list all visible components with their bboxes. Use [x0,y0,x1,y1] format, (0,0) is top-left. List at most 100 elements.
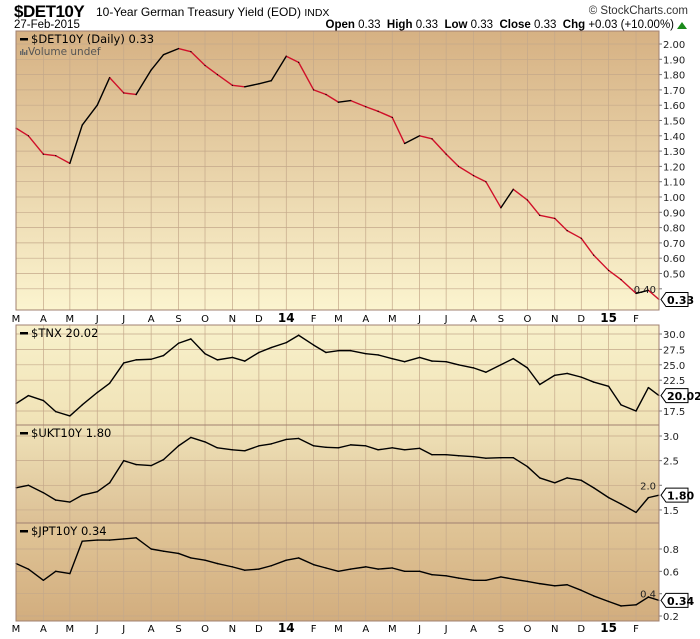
series-segment [620,604,637,607]
data-point [27,135,29,137]
data-point [404,142,406,145]
series-segment [485,576,502,581]
data-point [554,482,556,484]
close-label: Close [499,19,531,31]
ohlc-readout: Open 0.33 High 0.33 Low 0.33 Close 0.33 … [326,19,674,31]
y-tick-label: 0.8 [663,545,679,556]
last-value-label: 0.34 [667,595,694,608]
series-segment [350,99,367,108]
series-segment [647,494,660,499]
volume-bars-icon [20,49,28,55]
series-segment [539,477,556,484]
data-point [485,579,487,581]
y-tick-label: 3.0 [663,432,679,443]
y-tick-label: 0.40 [634,285,656,296]
last-value-badge [660,487,689,503]
data-point [404,570,406,572]
series-segment [500,357,514,366]
y-tick-label: 2.5 [663,457,679,468]
data-point [566,584,568,586]
data-point [580,376,582,378]
legend-swatch-icon [20,332,28,335]
data-point [109,482,111,484]
x-tick-label: M [66,624,75,635]
x-tick-label: D [255,314,263,325]
data-point [377,354,379,356]
series-segment [204,441,219,449]
series-segment [554,584,568,587]
data-point [445,454,447,456]
data-point [150,464,152,467]
series-segment [258,346,272,354]
y-tick-label: 1.5 [663,506,679,517]
last-value-badge [660,388,689,404]
data-point [391,567,393,569]
series-segment [150,548,165,552]
open-label: Open [325,19,355,31]
x-tick-label: M [334,624,343,635]
data-point [337,350,339,352]
series-segment [42,491,57,501]
data-point [325,93,327,96]
y-tick-label: 0.6 [663,567,679,578]
data-point [620,404,622,406]
series-segment [512,188,529,201]
data-point [270,80,272,82]
data-point [42,399,44,402]
data-point [177,47,180,50]
data-point [216,74,218,76]
data-point [350,444,352,446]
series-segment [244,568,260,571]
series-segment [123,459,137,466]
series-segment [297,334,315,346]
brand-link[interactable]: © StockCharts.com [588,5,688,17]
data-point [204,353,206,355]
data-point [337,101,339,103]
y-tick-label: 1.60 [663,101,685,112]
y-tick-label: 1.40 [663,132,685,143]
series-segment [554,217,568,232]
series-segment [512,357,529,369]
series-segment [231,356,246,362]
series-segment [297,557,315,566]
series-segment [150,354,165,360]
series-segment [177,552,192,559]
series-segment [647,289,660,301]
data-point [216,562,218,565]
data-point [404,449,406,451]
data-point [580,589,582,591]
data-point [150,69,152,71]
data-point [431,574,433,576]
data-point [244,569,246,571]
data-point [123,460,125,462]
data-point [620,279,622,281]
data-point [445,361,447,363]
series-segment [457,165,475,177]
series-segment [244,351,260,362]
data-point [472,174,475,177]
data-point [377,110,379,112]
y-tick-label: 25.0 [663,361,685,372]
data-point [150,358,152,360]
series-segment [15,484,30,489]
data-point [419,356,421,359]
series-segment [190,436,206,443]
chg-value: +0.03 (+10.00%) [588,19,674,31]
data-point [580,237,582,239]
series-segment [108,459,125,484]
legend-label: $UKT10Y 1.80 [31,426,111,440]
data-point [365,566,367,568]
series-segment [592,487,610,499]
series-segment [472,174,487,183]
series-segment [216,562,234,568]
x-tick-label: S [498,624,504,635]
y-tick-label: 1.00 [663,193,685,204]
data-point [580,479,582,481]
series-segment [135,69,152,96]
series-segment [150,54,165,71]
series-segment [123,359,137,364]
x-tick-label: J [121,624,125,635]
x-tick-label: A [362,624,369,635]
data-point [608,269,610,272]
panel-tnx: 30.0 27.5 25.0 22.5 17.5 $TNX 20.02 20.02 [15,324,700,426]
